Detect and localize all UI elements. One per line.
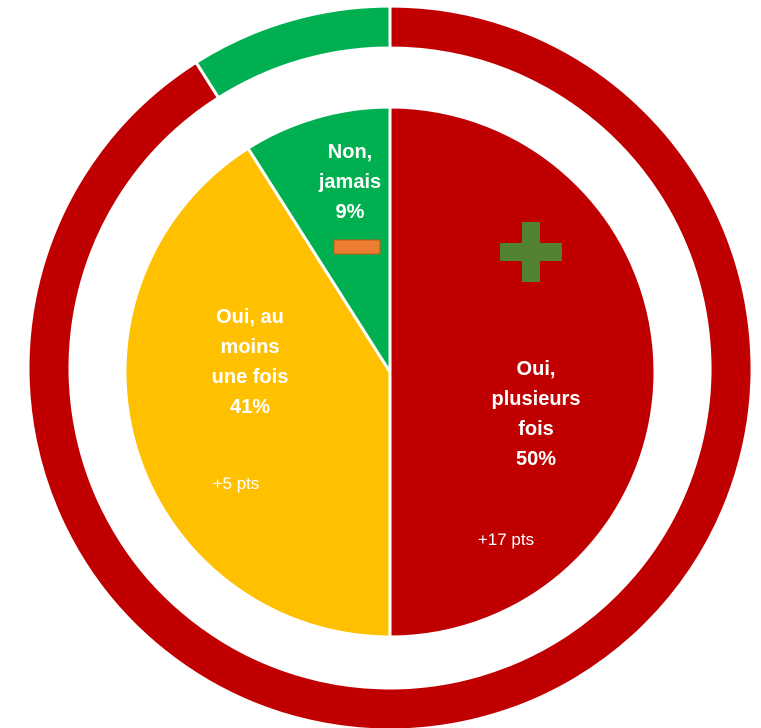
slice-label: Oui, au moins une fois 41%	[204, 302, 296, 422]
slice-percent: 41%	[229, 396, 271, 418]
slice-label: Non, jamais 9%	[314, 137, 386, 227]
pie-slice	[245, 105, 392, 378]
ring-segment	[193, 4, 392, 100]
change-note: +5 pts	[212, 474, 260, 493]
slice-name: Oui, au moins une fois	[211, 306, 289, 388]
pie-slice	[388, 105, 657, 639]
slice-name: Non, jamais	[318, 141, 382, 193]
ring-segment	[26, 4, 754, 728]
slice-percent: 9%	[335, 201, 365, 223]
slice-label: Oui, plusieurs fois 50%	[481, 354, 591, 474]
change-note: +17 pts	[477, 530, 535, 549]
slice-percent: 50%	[515, 448, 557, 470]
plus-icon	[500, 222, 562, 282]
pie-slice	[123, 146, 392, 639]
minus-icon	[333, 239, 381, 255]
slice-name: Oui, plusieurs fois	[491, 358, 581, 440]
